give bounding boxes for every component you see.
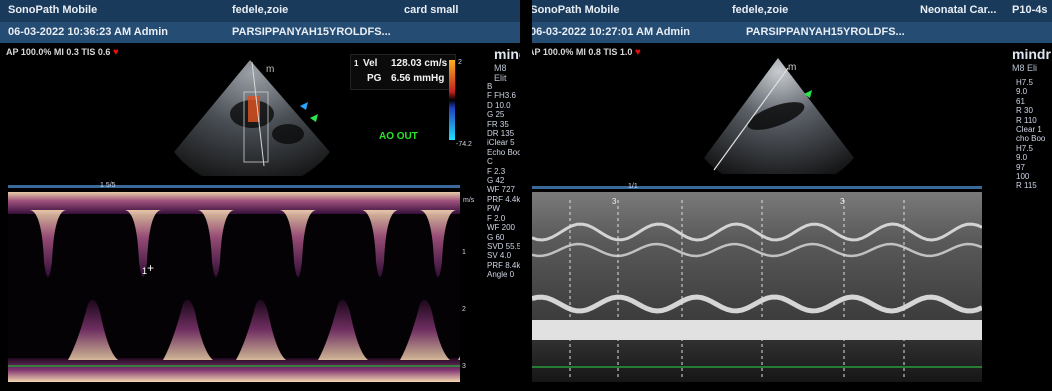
imaging-parameter: Clear 1 <box>1016 125 1042 135</box>
left-model-name: M8 Elit <box>494 63 507 83</box>
right-brand-logo: mindr <box>1012 46 1051 62</box>
imaging-parameter: H7.5 <box>1016 78 1033 87</box>
right-depth-marker: m <box>788 62 796 73</box>
right-exam-type: Neonatal Car... <box>920 4 997 16</box>
heart-icon: ♥ <box>112 47 119 58</box>
left-subheader-bar: 06-03-2022 10:36:23 AM Admin PARSIPPANYA… <box>0 22 520 43</box>
left-patient-name: fedele,zoie <box>232 4 289 16</box>
imaging-parameter: iClear 5 <box>487 138 515 148</box>
imaging-parameter: SVD 55.5 <box>487 241 520 251</box>
imaging-parameter: R 110 <box>1016 115 1037 125</box>
right-imaging-parameters: H7.5 9.0 61 R 30 R 110 Clear 1 cho Boo H7.5 9.0 9… <box>1016 78 1045 191</box>
left-2d-sector-image: m <box>174 60 330 176</box>
left-ultrasound-screen: SonoPath Mobile fedele,zoie card small 0… <box>0 0 520 391</box>
left-timeline-bar <box>8 185 460 188</box>
spectral-unit: m/s <box>463 197 475 204</box>
imaging-parameter: PW <box>487 204 500 214</box>
spectral-tick-label: 3 <box>462 363 466 370</box>
imaging-parameter: 100 <box>1016 172 1030 182</box>
right-ultrasound-screen: SP5-1:SonoPath Mobile fedele,zoie Neonat… <box>532 0 1052 391</box>
left-study-name: PARSIPPANYAH15YROLDFS... <box>232 26 391 38</box>
right-model-name: M8 Eli <box>1012 63 1038 73</box>
imaging-parameter: WF 200 <box>487 223 516 233</box>
left-timeline-marker: 1 5/5 <box>100 182 116 189</box>
imaging-parameter: F FH3.6 <box>487 91 516 101</box>
right-header-bar: SP5-1:SonoPath Mobile fedele,zoie Neonat… <box>532 0 1052 22</box>
right-subheader-bar: 06-03-2022 10:27:01 AM Admin PARSIPPANYA… <box>532 22 1052 43</box>
left-acoustic-output: AP 100.0% MI 0.3 TIS 0.6 ♥ <box>6 47 119 58</box>
left-header-bar: SonoPath Mobile fedele,zoie card small <box>0 0 520 22</box>
imaging-parameter: SV 4.0 <box>487 251 512 261</box>
imaging-parameter: PRF 8.4k <box>487 260 520 270</box>
imaging-parameter: PRF 4.4k <box>487 194 520 204</box>
imaging-parameter: Echo Boo <box>487 147 520 157</box>
imaging-parameter: WF 727 <box>487 185 516 195</box>
svg-text:+: + <box>147 261 154 275</box>
imaging-parameter: R 115 <box>1016 181 1037 191</box>
imaging-parameter: F 2.3 <box>487 166 506 176</box>
imaging-parameter: FR 35 <box>487 119 509 129</box>
imaging-parameter: C <box>487 157 493 167</box>
caliper-tag: 3 <box>612 197 617 206</box>
spectral-tick-label: 1 <box>462 249 466 256</box>
left-depth-marker: m <box>266 64 274 75</box>
heart-icon: ♥ <box>634 47 641 58</box>
imaging-parameter: 9.0 <box>1016 153 1028 163</box>
doppler-velocity-readout: 1 Vel 128.03 cm/s PG 6.56 mmHg <box>350 54 456 90</box>
right-timeline-marker: 1/1 <box>628 183 638 190</box>
imaging-parameter: R 30 <box>1016 106 1033 116</box>
right-study-name: PARSIPPANYAH15YROLDFS... <box>746 26 905 38</box>
right-app-name: SP5-1:SonoPath Mobile <box>532 4 620 16</box>
spectral-tick-label: 2 <box>462 306 466 313</box>
imaging-parameter: G 42 <box>487 176 505 186</box>
imaging-parameter: G 60 <box>487 232 505 242</box>
right-patient-name: fedele,zoie <box>732 4 789 16</box>
left-brand-logo: mindr <box>494 46 520 62</box>
imaging-parameter: H7.5 <box>1016 143 1033 153</box>
left-datetime-operator: 06-03-2022 10:36:23 AM Admin <box>8 26 168 38</box>
color-scale-bottom: -74.2 <box>456 141 472 148</box>
imaging-parameter: 9.0 <box>1016 87 1028 97</box>
right-datetime-operator: 06-03-2022 10:27:01 AM Admin <box>532 26 690 38</box>
ao-out-annotation: AO OUT <box>379 131 418 142</box>
imaging-parameter: 61 <box>1016 96 1025 106</box>
right-acoustic-output: AP 100.0% MI 0.8 TIS 1.0 ♥ <box>532 47 641 58</box>
imaging-parameter: DR 135 <box>487 129 515 139</box>
right-probe: P10-4s <box>1012 4 1048 16</box>
imaging-parameter: 97 <box>1016 162 1025 172</box>
left-exam-type: card small <box>404 4 459 16</box>
right-2d-sector-image: m <box>704 58 854 174</box>
left-app-name: SonoPath Mobile <box>8 4 98 16</box>
imaging-parameter: cho Boo <box>1016 134 1046 144</box>
pw-doppler-spectrum: 1 + <box>8 192 460 382</box>
color-scale-top: 2 <box>458 59 462 66</box>
right-timeline-bar <box>532 186 982 189</box>
imaging-parameter: B <box>487 82 493 91</box>
imaging-parameter: G 25 <box>487 110 505 120</box>
cursor-label: 1 <box>142 266 147 276</box>
imaging-parameter: F 2.0 <box>487 213 506 223</box>
m-mode-trace: 3 3 <box>532 192 982 382</box>
imaging-parameter: D 10.0 <box>487 100 511 110</box>
color-scale-bar <box>449 60 455 140</box>
caliper-tag: 3 <box>840 197 845 206</box>
imaging-parameter: Angle 0 <box>487 270 515 280</box>
